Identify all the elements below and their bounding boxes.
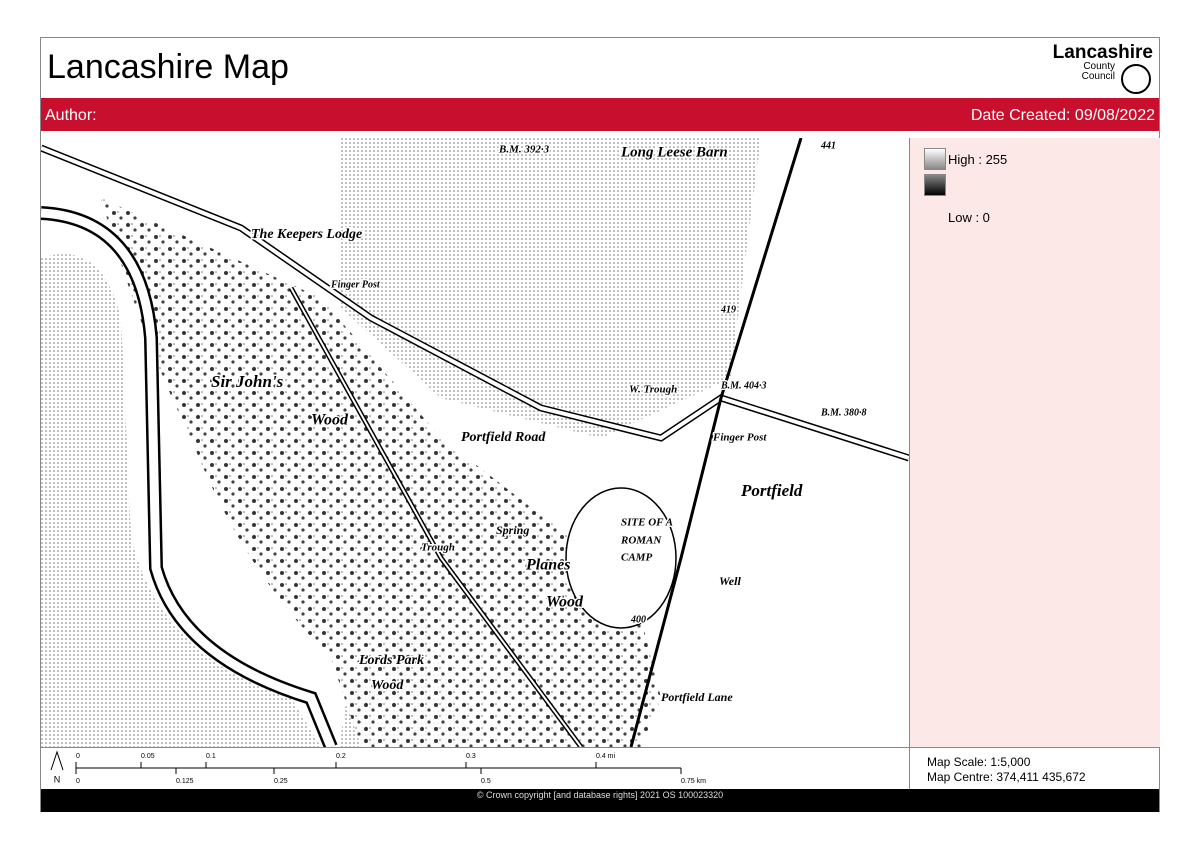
field-area — [41, 254, 321, 747]
map-label: The Keepers Lodge — [251, 227, 362, 242]
logo-crest — [1121, 64, 1151, 94]
map-label: Spring — [496, 523, 529, 537]
copyright: © Crown copyright [and database rights] … — [41, 789, 1159, 812]
map-label: Wood — [371, 678, 404, 693]
map-label: Long Leese Barn — [620, 144, 728, 160]
river — [41, 208, 336, 747]
map-image: B.M. 392·3 Long Leese Barn The Keepers Lod… — [41, 138, 909, 747]
map-label: B.M. 380·8 — [820, 407, 867, 418]
author: Author: — [45, 107, 97, 124]
map-label: B.M. 392·3 — [498, 144, 550, 156]
map-label: Trough — [421, 542, 455, 554]
lane — [629, 138, 803, 747]
map-label: CAMP — [621, 552, 652, 564]
logo-line: County — [1083, 61, 1115, 72]
legend-low: Low : 0 — [948, 210, 990, 225]
map-scale: Map Scale: 1:5,000 — [927, 755, 1031, 769]
map-label: Sir John's — [211, 372, 284, 391]
map-frame: Lancashire Map Lancashire County Council… — [40, 37, 1160, 812]
legend-swatch-high — [924, 148, 946, 170]
woodland — [101, 198, 661, 747]
scale-label-mi: 0.3 — [466, 753, 476, 760]
map-label: Portfield — [740, 481, 803, 500]
map-label: Portfield Road — [461, 430, 546, 445]
scale-label-mi: 0 — [76, 753, 80, 760]
date-created: Date Created: 09/08/2022 — [970, 107, 1155, 124]
map-label: 419 — [720, 304, 736, 315]
info-bar: Author: Date Created: 09/08/2022 — [41, 98, 1159, 131]
logo-name: Lancashire — [1052, 42, 1153, 63]
logo: Lancashire County Council — [1052, 42, 1153, 94]
north-label: N — [54, 774, 61, 784]
footer: N 0 0.05 0.1 0.2 0.3 0.4 mi 0 0.125 0.25 0.5 0.75 … — [41, 747, 1159, 790]
field-area — [341, 138, 761, 438]
map-label: B.M. 404·3 — [720, 380, 767, 391]
scale-label-mi: 0.4 mi — [596, 753, 616, 760]
scale-bar: N 0 0.05 0.1 0.2 0.3 0.4 mi 0 0.125 0.25 0.5 0.75 … — [50, 750, 706, 785]
map-info: Map Scale: 1:5,000 Map Centre: 374,411 4… — [909, 748, 1159, 790]
map-label: Finger Post — [330, 279, 381, 290]
roman-camp — [565, 487, 677, 629]
legend-high: High : 255 — [948, 152, 1008, 167]
scale-label-mi: 0.1 — [206, 753, 216, 760]
legend-swatch-low — [924, 174, 946, 196]
map-label: Well — [719, 574, 741, 588]
scale-label-km: 0.5 — [481, 778, 491, 785]
logo-line: Council — [1081, 71, 1115, 82]
map-label: Wood — [546, 594, 584, 611]
north-arrow — [50, 750, 64, 771]
legend: High : 255 Low : 0 — [909, 138, 1160, 747]
map-label: Planes — [525, 557, 570, 574]
map-label: 441 — [820, 140, 836, 151]
map-label: SITE OF A — [621, 517, 673, 529]
map-label: Wood — [311, 412, 349, 429]
scale-label-km: 0 — [76, 778, 80, 785]
map-title: Lancashire Map — [47, 48, 289, 86]
scale-label-mi: 0.05 — [141, 753, 155, 760]
map-label: 400 — [630, 614, 646, 625]
scale-label-km: 0.25 — [274, 778, 288, 785]
map-label: Finger Post — [712, 432, 767, 444]
map-label: Lords Park — [358, 653, 424, 668]
scale-label-mi: 0.2 — [336, 753, 346, 760]
map-label: Portfield Lane — [661, 690, 733, 704]
scale-label-km: 0.75 km — [681, 778, 706, 785]
map-centre: Map Centre: 374,411 435,672 — [927, 770, 1086, 784]
map-label: W. Trough — [629, 384, 677, 396]
road — [290, 287, 582, 747]
scale-label-km: 0.125 — [176, 778, 194, 785]
map-label: ROMAN — [620, 535, 662, 547]
